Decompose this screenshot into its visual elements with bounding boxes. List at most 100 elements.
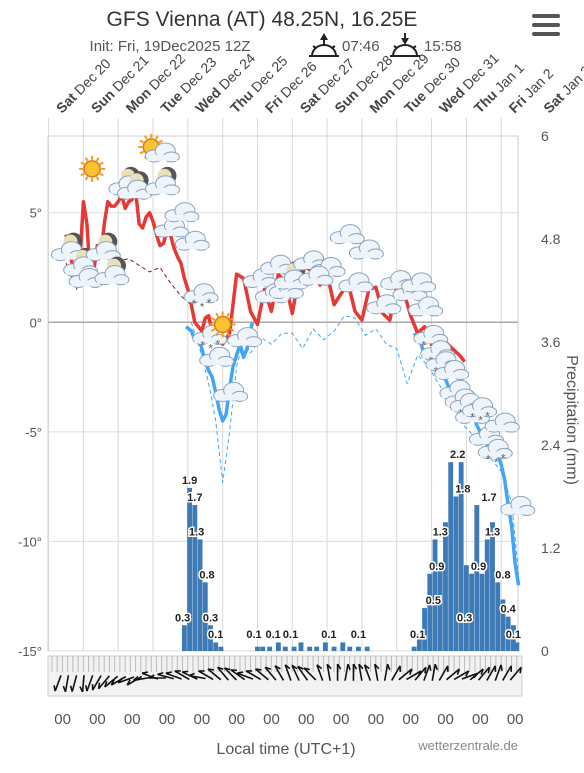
sun-disc	[84, 161, 100, 177]
cloud-icon	[330, 225, 364, 244]
dewpoint-line	[191, 316, 518, 575]
precip-value-label: 0.8	[199, 569, 214, 581]
y-right-tick-label: 6	[541, 128, 549, 144]
snowflake: *	[192, 297, 197, 311]
snowflake: *	[486, 452, 491, 466]
sun-ray	[211, 318, 214, 320]
precip-bar	[332, 647, 337, 651]
precip-bar	[514, 642, 519, 651]
x-tick-label: 00	[472, 711, 489, 728]
sun-ray	[97, 177, 99, 180]
precip-value-label: 1.8	[455, 484, 470, 496]
wind-barb-head	[520, 667, 521, 673]
precip-value-label: 0.1	[410, 629, 425, 641]
x-tick-label: 00	[507, 711, 524, 728]
precip-bar	[198, 539, 203, 651]
precip-bar	[480, 574, 485, 651]
precip-value-label: 1.3	[485, 526, 500, 538]
right-axis-label: Precipitation (mm)	[563, 355, 580, 485]
precip-bar	[453, 497, 458, 652]
precip-value-label: 0.1	[351, 629, 366, 641]
precip-bar	[464, 565, 469, 651]
sun-ray	[140, 140, 143, 142]
sunset-icon	[390, 33, 420, 56]
cloud-base	[341, 285, 371, 291]
cloud-base	[202, 359, 232, 365]
precip-bar	[283, 647, 288, 651]
snowflake: *	[501, 451, 506, 465]
cloud-base	[437, 372, 467, 378]
precip-bar	[356, 647, 361, 651]
cloud-base	[487, 425, 517, 431]
precip-value-label: 0.3	[457, 612, 472, 624]
snowflake: *	[200, 300, 205, 314]
precip-bar	[260, 647, 265, 651]
precip-value-label: 0.1	[246, 629, 261, 641]
cloud-moon-icon	[95, 257, 129, 285]
precip-value-label: 0.4	[500, 604, 516, 616]
precip-bar	[365, 647, 370, 651]
precip-value-label: 0.3	[203, 612, 218, 624]
precip-value-label: 0.1	[265, 629, 280, 641]
cloud-base	[230, 340, 260, 346]
precip-value-label: 1.3	[433, 526, 448, 538]
init-label: Init: Fri, 19Dec2025 12Z	[90, 38, 251, 55]
precip-bar	[443, 522, 448, 651]
precip-bar	[314, 647, 319, 651]
wind-barb-head	[166, 672, 172, 673]
precip-bar	[187, 488, 192, 651]
cloud-base	[411, 309, 441, 315]
x-tick-label: 00	[194, 711, 211, 728]
precip-value-label: 0.8	[495, 569, 510, 581]
cloud-base	[120, 192, 150, 198]
x-tick-label: 00	[298, 711, 315, 728]
precip-bar	[412, 647, 417, 651]
precip-value-label: 0.1	[506, 629, 521, 641]
wind-barb-head	[425, 667, 426, 673]
precip-bar	[495, 582, 500, 651]
wind-barb-head	[86, 685, 87, 691]
cloud-base	[332, 237, 362, 243]
wind-barb-head	[99, 683, 100, 689]
cloud-base	[216, 394, 246, 400]
x-tick-label: 00	[437, 711, 454, 728]
precip-value-label: 0.3	[175, 612, 190, 624]
x-axis-label: Local time (UTC+1)	[216, 741, 355, 758]
precip-value-label: 0.9	[429, 561, 444, 573]
sunrise-icon	[309, 33, 339, 56]
precip-bar	[427, 574, 432, 651]
precip-value-label: 1.7	[481, 492, 496, 504]
y-left-tick-label: -5°	[25, 425, 42, 440]
sun-ray	[140, 151, 143, 153]
y-right-tick-label: 0	[541, 643, 549, 659]
sun-ray	[86, 158, 88, 161]
precip-value-label: 0.1	[321, 629, 336, 641]
sun-disc	[215, 316, 231, 332]
cloud-base	[177, 243, 207, 249]
sunset-time: 15:58	[424, 38, 462, 55]
precip-value-label: 0.5	[426, 595, 441, 607]
precip-bar	[347, 647, 352, 651]
cloud-base	[271, 291, 301, 297]
precip-bar	[438, 565, 443, 651]
wind-barb-head	[255, 669, 261, 670]
wind-barb-head	[54, 685, 55, 691]
precip-bar	[485, 539, 490, 651]
precip-value-label: 1.9	[182, 475, 197, 487]
precip-bar	[490, 522, 495, 651]
source-credit: wetterzentrale.de	[417, 738, 518, 753]
wind-barbs	[48, 656, 522, 696]
y-right-tick-label: 1.2	[541, 540, 561, 556]
cloud-base	[156, 230, 186, 236]
y-left-tick-label: 5°	[30, 206, 42, 221]
hamburger-menu-icon[interactable]	[532, 14, 566, 42]
precip-bar	[299, 642, 304, 651]
cloud-base	[351, 252, 381, 258]
precip-bar	[474, 505, 479, 651]
x-tick-label: 00	[89, 711, 106, 728]
wind-barb-head	[430, 665, 431, 671]
snowflake: *	[207, 296, 212, 310]
precip-bar	[340, 642, 345, 651]
